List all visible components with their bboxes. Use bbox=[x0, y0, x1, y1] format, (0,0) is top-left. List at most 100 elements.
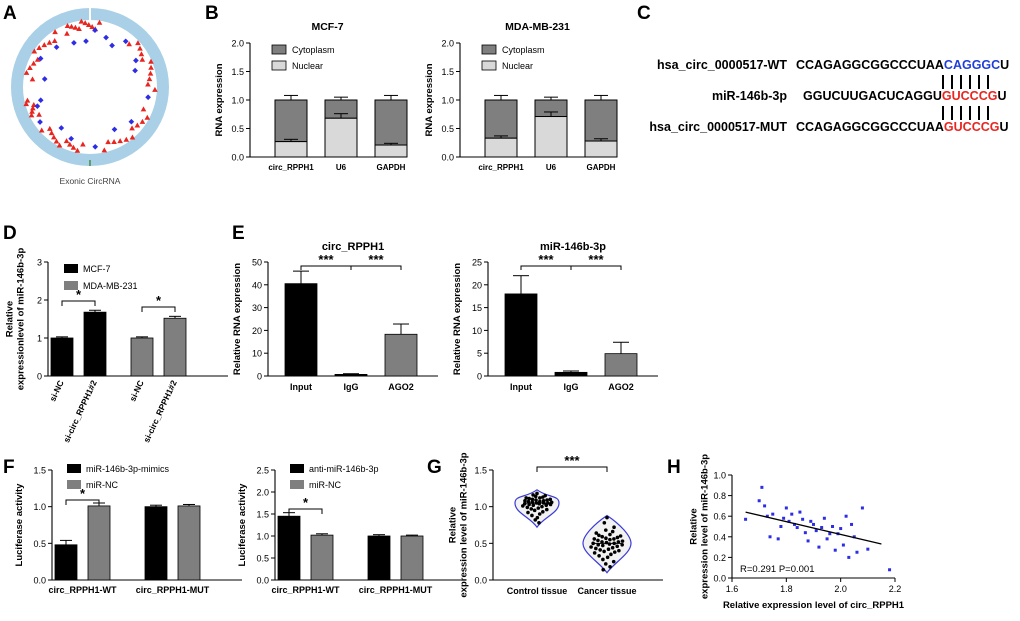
y-tick-label: 0 bbox=[477, 372, 482, 382]
violin-point bbox=[618, 534, 623, 538]
y-tick-label: 2.0 bbox=[441, 39, 454, 49]
significance-bracket bbox=[288, 508, 323, 514]
scatter-point bbox=[828, 532, 832, 536]
legend-label: MDA-MB-231 bbox=[83, 281, 138, 291]
y-tick-label: 0.5 bbox=[474, 539, 487, 549]
bar bbox=[144, 506, 168, 581]
bar bbox=[504, 293, 538, 377]
violin-point bbox=[544, 503, 549, 508]
blue-diamond-marker bbox=[132, 67, 138, 74]
scatter-point bbox=[852, 535, 856, 539]
red-triangle-marker bbox=[126, 41, 132, 47]
blue-diamond-marker bbox=[83, 38, 89, 45]
blue-diamond-marker bbox=[53, 44, 60, 50]
panel-letter-b: B bbox=[205, 3, 219, 24]
bar bbox=[384, 333, 418, 377]
seq-name-mut: hsa_circ_0000517-MUT bbox=[649, 120, 787, 134]
bar bbox=[284, 283, 318, 377]
significance-label: *** bbox=[538, 252, 554, 267]
legend-label: miR-NC bbox=[86, 480, 118, 490]
panel-f-mimics-chart: 0.0 0.5 1.0 1.5 Luciferase activity circ_RPPH… bbox=[14, 464, 242, 595]
red-triangle-marker bbox=[53, 138, 60, 144]
blue-diamond-marker bbox=[128, 118, 135, 125]
significance-bracket bbox=[570, 265, 622, 270]
violin-point bbox=[526, 499, 531, 504]
violin-point bbox=[545, 498, 549, 502]
seq-wt: CCAGAGGCGGCCCUAACAGGGCU bbox=[796, 58, 1009, 72]
violin-point bbox=[608, 532, 612, 537]
red-triangle-marker bbox=[96, 19, 103, 25]
red-triangle-marker bbox=[146, 76, 153, 82]
red-triangle-marker bbox=[138, 51, 145, 57]
violin-point bbox=[537, 501, 542, 506]
red-triangle-marker bbox=[31, 48, 38, 54]
panel-c-sequences: hsa_circ_0000517-WT CCAGAGGCGGCCCUAACAGG… bbox=[649, 58, 1009, 134]
red-triangle-marker bbox=[101, 147, 108, 153]
panel-e-mir-chart: miR-146b-3p 0 5 10 15 20 25 Relative RNA expres… bbox=[452, 241, 658, 392]
significance-label: * bbox=[76, 287, 82, 302]
blue-diamond-marker bbox=[37, 97, 44, 104]
violin-point bbox=[541, 495, 545, 499]
scatter-point bbox=[765, 514, 769, 518]
bar-cytoplasm bbox=[584, 99, 618, 142]
scatter-point bbox=[806, 539, 810, 543]
significance-label: * bbox=[80, 486, 86, 501]
bar-nuclear bbox=[324, 117, 358, 158]
x-tick-label: circ_RPPH1-WT bbox=[271, 585, 340, 595]
blue-diamond-marker bbox=[145, 94, 151, 101]
bar bbox=[83, 311, 107, 377]
violin-point bbox=[527, 496, 531, 501]
y-tick-label: 0.4 bbox=[713, 532, 726, 542]
panel-d-chart: 0 1 2 3 Relative expressionlevel of miR-146b-… bbox=[5, 248, 228, 444]
seq-mir: GGUCUUGACUCAGGUGUCCCGU bbox=[803, 89, 1006, 103]
significance-label: *** bbox=[564, 453, 580, 468]
y-tick-label: 0 bbox=[37, 372, 42, 382]
panel-letter-c: C bbox=[637, 3, 651, 24]
scatter-point bbox=[787, 519, 791, 523]
x-tick-label: IgG bbox=[564, 382, 579, 392]
y-tick-label: 1 bbox=[37, 334, 42, 344]
y-tick-label: 0.2 bbox=[713, 553, 726, 563]
x-tick-label: AGO2 bbox=[388, 382, 414, 392]
red-triangle-marker bbox=[80, 141, 86, 147]
seq-mut: CCAGAGGCGGCCCUAAGUCCCGU bbox=[796, 120, 1009, 134]
panel-b-mda-chart: MDA-MB-231 0.0 0.5 1.0 1.5 2.0 RNA expression c… bbox=[424, 21, 618, 172]
violin-point bbox=[609, 552, 613, 557]
red-triangle-marker bbox=[28, 112, 35, 118]
x-tick-label: GAPDH bbox=[587, 163, 616, 172]
scatter-point bbox=[760, 485, 764, 489]
panel-h-scatter-chart: 0.0 0.2 0.4 0.6 0.8 1.0 Relative expression lev… bbox=[689, 454, 905, 611]
violin-point bbox=[530, 497, 535, 502]
red-triangle-marker bbox=[70, 144, 77, 150]
legend-label: MCF-7 bbox=[83, 264, 111, 274]
x-tick-label: U6 bbox=[546, 163, 557, 172]
y-tick-label: 1.0 bbox=[441, 96, 454, 106]
x-tick-label: si-circ_RPPH1#2 bbox=[61, 378, 99, 444]
red-triangle-marker bbox=[135, 40, 141, 46]
violin-point bbox=[529, 507, 534, 511]
violin-point bbox=[548, 497, 553, 502]
y-tick-label: 0.0 bbox=[441, 153, 454, 163]
violin-point bbox=[594, 531, 599, 535]
red-triangle-marker bbox=[134, 122, 141, 128]
red-triangle-marker bbox=[23, 101, 30, 107]
red-triangle-marker bbox=[24, 97, 31, 103]
red-triangle-marker bbox=[89, 24, 95, 30]
significance-label: *** bbox=[588, 252, 604, 267]
trend-line bbox=[745, 511, 882, 545]
scatter-point bbox=[803, 531, 807, 535]
violin-point bbox=[592, 537, 597, 541]
red-triangle-marker bbox=[140, 106, 147, 112]
violin-point bbox=[533, 494, 538, 499]
red-triangle-marker bbox=[64, 30, 70, 36]
violin-point bbox=[617, 548, 621, 553]
red-triangle-marker bbox=[129, 134, 136, 140]
x-tick-label: circ_RPPH1 bbox=[478, 163, 524, 172]
violin-point bbox=[611, 559, 616, 564]
violin-point bbox=[527, 502, 531, 507]
bar bbox=[367, 535, 391, 581]
violin-point bbox=[608, 537, 612, 542]
x-tick-label: 1.8 bbox=[780, 584, 793, 594]
red-triangle-marker bbox=[139, 56, 146, 62]
